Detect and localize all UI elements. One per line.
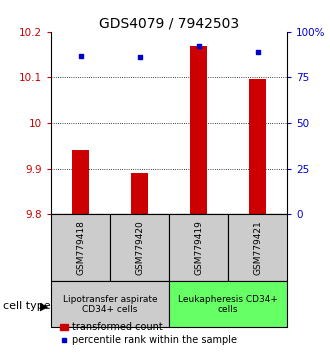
Text: GSM779421: GSM779421 xyxy=(253,221,262,275)
Text: GSM779420: GSM779420 xyxy=(135,221,144,275)
Point xyxy=(255,49,260,55)
Bar xyxy=(72,150,89,214)
Title: GDS4079 / 7942503: GDS4079 / 7942503 xyxy=(99,17,239,31)
Text: cell type: cell type xyxy=(3,301,51,311)
Bar xyxy=(169,281,287,327)
Bar xyxy=(51,281,169,327)
Point xyxy=(137,55,142,60)
Bar xyxy=(169,214,228,281)
Bar xyxy=(190,46,208,214)
Text: GSM779418: GSM779418 xyxy=(76,220,85,275)
Text: Leukapheresis CD34+
cells: Leukapheresis CD34+ cells xyxy=(178,295,278,314)
Bar xyxy=(249,79,266,214)
Legend: transformed count, percentile rank within the sample: transformed count, percentile rank withi… xyxy=(56,319,241,349)
Text: ▶: ▶ xyxy=(40,301,49,311)
Bar xyxy=(51,214,110,281)
Text: Lipotransfer aspirate
CD34+ cells: Lipotransfer aspirate CD34+ cells xyxy=(63,295,157,314)
Bar xyxy=(131,173,148,214)
Bar xyxy=(110,214,169,281)
Point xyxy=(196,44,201,49)
Point xyxy=(78,53,83,58)
Bar xyxy=(228,214,287,281)
Text: GSM779419: GSM779419 xyxy=(194,220,203,275)
